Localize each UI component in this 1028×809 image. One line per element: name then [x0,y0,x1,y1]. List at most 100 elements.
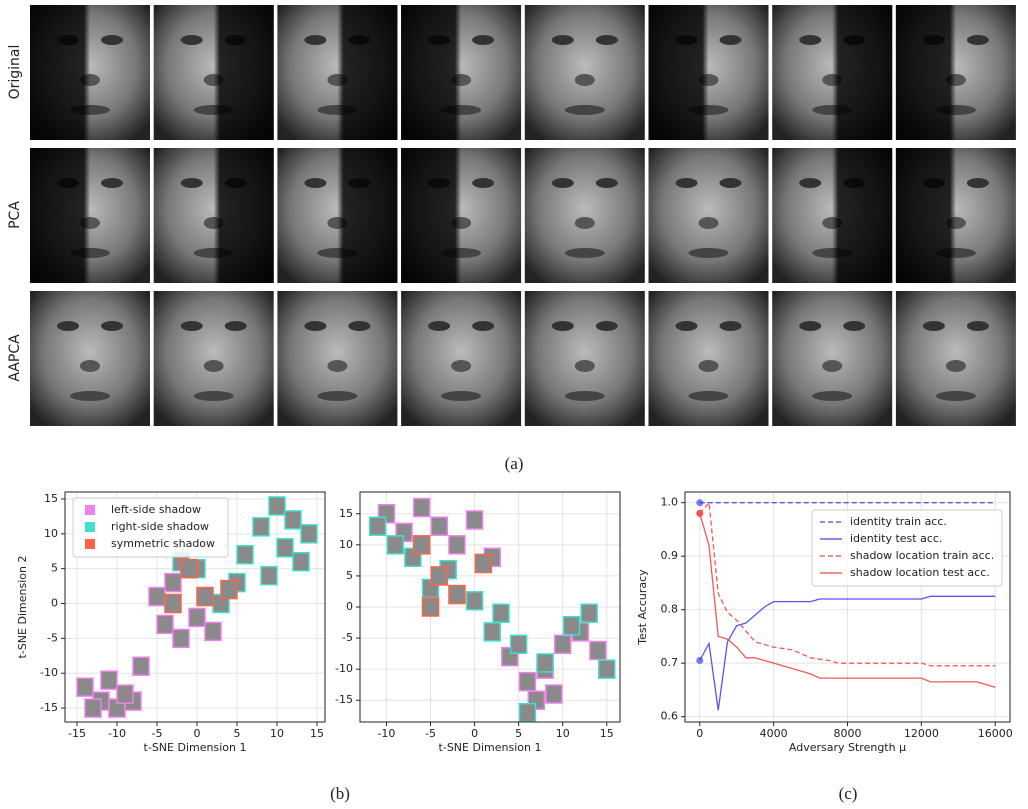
x-tick-label: -10 [108,727,126,740]
face-nose [945,360,966,372]
thumbnail-point [465,591,484,611]
plot-area [76,496,318,718]
x-tick-label: 10 [556,727,570,740]
thumbnail-point [76,677,94,697]
y-tick-label: 0.6 [661,710,679,723]
face-eye [675,178,698,188]
x-tick-label: 15 [310,727,324,740]
face-nose [451,360,472,372]
face-bg [648,291,769,426]
face-shadow [772,5,893,140]
thumbnail-point [100,670,118,690]
y-tick-label: -5 [342,631,353,644]
panel-label: (c) [839,784,858,803]
thumbnail-point [465,510,484,530]
thumbnail-point [580,603,598,623]
thumbnail-point [156,614,174,635]
thumbnail-point [300,524,318,544]
axes-frame [359,491,621,723]
face-eye [595,35,618,45]
face-bg [277,291,398,426]
thumbnail-point [260,565,278,586]
y-tick-label: 15 [339,507,353,520]
legend-label: identity test acc. [850,532,942,545]
y-tick-label: 10 [44,527,58,540]
face-eye [348,321,371,331]
y-tick-label: -15 [40,701,58,714]
y-tick-label: -15 [335,693,353,706]
y-tick-label: 0 [346,600,353,613]
face-bg [772,291,893,426]
axes-frame [64,491,326,723]
face-image [401,5,522,140]
x-tick-label: 10 [270,727,284,740]
face-image [401,291,522,426]
thumbnail-point [368,516,387,536]
y-tick-label: 0.8 [661,603,679,616]
thumbnail-point [412,497,431,518]
y-tick-label: 0.7 [661,656,679,669]
thumbnail-point [236,544,254,565]
face-eye [101,321,123,331]
face-shadow [153,148,274,283]
thumbnail-point [84,698,102,718]
y-axis-label: t-SNE Dimension 2 [16,556,29,659]
thumbnail-point [430,566,449,586]
face-nose [698,360,719,372]
thumbnail-point [430,516,449,536]
x-tick-label: 16000 [978,727,1013,740]
face-image [524,291,645,426]
x-axis-label: t-SNE Dimension 1 [144,741,247,754]
thumbnail-point [421,597,440,617]
face-eye [304,321,327,331]
point-marker [696,656,704,664]
thumbnail-point [276,538,294,558]
thumbnail-point [268,496,286,516]
face-nose [203,360,224,372]
y-tick-label: 0 [51,597,58,610]
face-eye [428,321,451,331]
face-eye [719,321,742,331]
face-image [772,291,893,426]
face-mouth [688,391,729,401]
thumbnail-point [509,634,528,655]
thumbnail-point [292,551,310,572]
legend-label: symmetric shadow [111,537,215,550]
face-mouth [193,391,234,401]
x-tick-label: 8000 [834,727,862,740]
x-tick-label: 5 [234,727,241,740]
face-shadow [895,148,1016,283]
y-tick-label: -10 [40,666,58,679]
face-image [895,5,1016,140]
legend-box [72,497,229,558]
thumbnail-point [204,621,222,642]
face-bg [153,291,274,426]
face-eye [966,321,989,331]
face-shadow [153,5,274,140]
x-tick-label: 12000 [904,727,939,740]
face-mouth [564,105,605,115]
line [699,513,996,688]
panel-label: (a) [505,454,524,473]
face-image [277,291,398,426]
x-tick-label: 5 [515,727,522,740]
thumbnail-point [518,702,537,722]
thumbnail-point [562,615,581,636]
face-image [648,148,769,283]
face-image [277,148,398,283]
face-eye [843,321,866,331]
panel-label: (b) [330,784,350,803]
face-image [401,148,522,283]
thumbnail-point [492,603,510,623]
thumbnail-point [598,659,616,679]
face-bg [524,148,645,283]
x-tick-label: 0 [471,727,478,740]
face-shadow [895,5,1016,140]
face-shadow [277,148,398,283]
face-eye [180,321,203,331]
thumbnail-point [448,584,466,605]
point-marker [696,499,704,507]
legend-label: shadow location train acc. [850,549,994,562]
thumbnail-point [164,593,182,614]
legend-swatch [85,539,95,549]
